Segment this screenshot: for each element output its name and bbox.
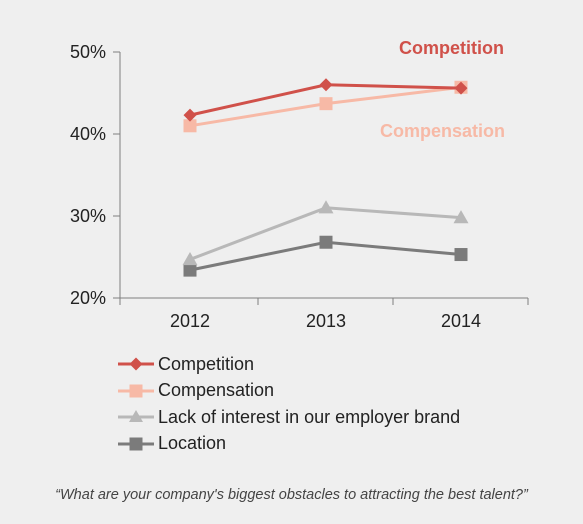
legend-swatch [118, 384, 154, 398]
legend-swatch [118, 437, 154, 451]
line-chart: 20% 30% 40% 50% 2012 2013 2014 Competition Compe… [70, 38, 529, 331]
legend-item: Competition [116, 351, 460, 378]
data-point-competition [183, 108, 197, 122]
series-callout-label: Compensation [380, 121, 505, 141]
legend-item: Compensation [116, 378, 460, 405]
series-callout-label: Competition [399, 38, 504, 58]
data-point-competition [319, 78, 333, 92]
x-tick-label: 2014 [441, 311, 481, 331]
legend-marker [129, 410, 143, 423]
legend-swatch [118, 357, 154, 371]
data-point-compensation [183, 119, 197, 133]
chart-caption: “What are your company's biggest obstacl… [55, 487, 528, 503]
y-tick-label: 20% [70, 288, 106, 308]
legend-item: Lack of interest in our employer brand [116, 404, 460, 431]
y-tick-label: 40% [70, 124, 106, 144]
legend-label: Location [158, 433, 227, 454]
data-point-lack-of-interest-in-our-employer-brand [318, 200, 334, 214]
data-point-location [454, 248, 468, 262]
legend-label: Compensation [158, 380, 275, 401]
legend-label: Competition [158, 353, 255, 374]
legend-marker [129, 357, 143, 371]
legend-swatch [118, 410, 154, 423]
data-point-competition [454, 81, 468, 95]
legend-marker [129, 384, 143, 398]
y-tick-label: 50% [70, 42, 106, 62]
legend-label: Lack of interest in our employer brand [158, 406, 461, 427]
x-tick-label: 2012 [170, 311, 210, 331]
data-point-lack-of-interest-in-our-employer-brand [453, 210, 469, 224]
legend-marker [129, 437, 143, 451]
y-tick-label: 30% [70, 206, 106, 226]
legend-item: Location [116, 431, 460, 458]
data-point-lack-of-interest-in-our-employer-brand [182, 251, 198, 266]
data-point-location [183, 263, 197, 277]
x-tick-label: 2013 [306, 311, 346, 331]
legend: Competition Compensation Lack of interest … [116, 351, 460, 457]
data-point-compensation [319, 97, 333, 111]
data-point-location [319, 235, 333, 249]
